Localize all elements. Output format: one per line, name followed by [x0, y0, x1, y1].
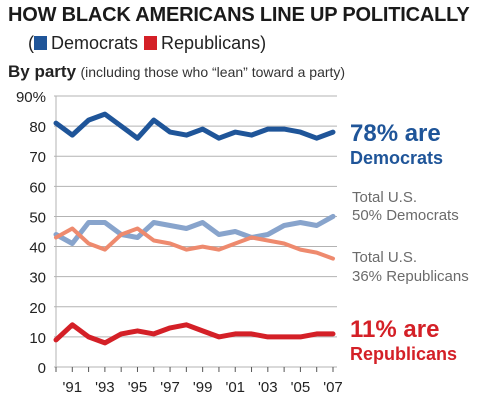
- annotation-black-rep-value: 11% are: [350, 316, 439, 343]
- series-lines: [53, 111, 336, 346]
- subtitle-bold: By party: [8, 62, 77, 81]
- x-tick-label: '95: [128, 379, 148, 396]
- legend-close-paren: ): [260, 33, 267, 53]
- y-tick-labels: 0 10 20 30 40 50 60 70 80 90%: [16, 89, 46, 377]
- x-tick-label: '91: [63, 379, 83, 396]
- chart-subtitle: By party (including those who “lean” tow…: [8, 62, 345, 82]
- y-tick-label: 50: [29, 209, 46, 226]
- y-tick-label: 60: [29, 179, 46, 196]
- series-line-total-rep: [54, 226, 335, 261]
- x-tick-label: '03: [258, 379, 278, 396]
- y-tick-label: 90%: [16, 89, 46, 106]
- annotation-black-rep-label: Republicans: [350, 344, 457, 364]
- annotation-total-rep-line1: Total U.S.: [352, 249, 417, 266]
- y-tick-label: 40: [29, 240, 46, 257]
- series-line-black-rep: [53, 322, 336, 346]
- x-tick-label: '07: [323, 379, 343, 396]
- chart-title: HOW BLACK AMERICANS LINE UP POLITICALLY: [8, 4, 470, 26]
- legend-swatch-republicans: [144, 36, 158, 50]
- legend-label-republicans: Republicans: [161, 33, 261, 53]
- series-line-total-dem: [53, 213, 336, 246]
- y-tick-label: 0: [38, 360, 46, 377]
- y-tick-label: 20: [29, 300, 46, 317]
- x-tick-label: '05: [291, 379, 311, 396]
- x-tick-labels: '91 '93 '95 '97 '99 '01 '03 '05 '07: [55, 367, 343, 396]
- annotation-total-dem-line1: Total U.S.: [352, 189, 417, 206]
- legend-open-paren: (: [28, 33, 34, 53]
- annotation-black-dem-label: Democrats: [350, 148, 443, 168]
- y-tick-label: 70: [29, 149, 46, 166]
- annotation-total-rep-line2: 36% Republicans: [352, 268, 469, 285]
- legend: ( Democrats Republicans): [28, 33, 266, 54]
- subtitle-note: (including those who “lean” toward a par…: [80, 64, 346, 80]
- annotation-black-dem-value: 78% are: [350, 120, 441, 147]
- y-tick-label: 10: [29, 330, 46, 347]
- legend-swatch-democrats: [34, 36, 47, 50]
- legend-item-democrats: Democrats: [34, 33, 138, 53]
- series-line-black-dem: [53, 111, 336, 141]
- y-tick-label: 30: [29, 270, 46, 287]
- annotation-total-dem-line2: 50% Democrats: [352, 207, 459, 224]
- y-tick-label: 80: [29, 119, 46, 136]
- x-tick-label: '01: [225, 379, 245, 396]
- legend-item-republicans: Republicans: [144, 33, 260, 53]
- legend-label-democrats: Democrats: [51, 33, 139, 53]
- x-tick-label: '93: [95, 379, 115, 396]
- x-tick-label: '97: [160, 379, 180, 396]
- x-tick-label: '99: [193, 379, 213, 396]
